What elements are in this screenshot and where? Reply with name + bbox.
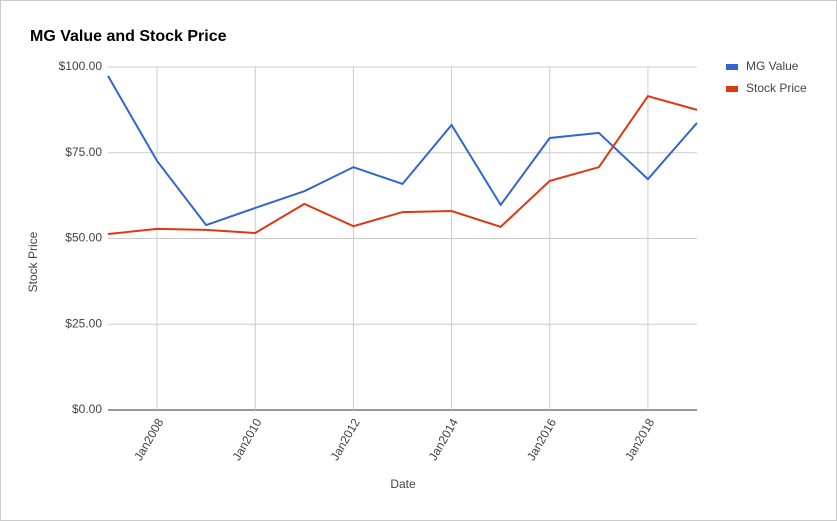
- y-axis-label: Stock Price: [26, 231, 40, 292]
- y-tick-label: $100.00: [59, 59, 103, 73]
- legend-swatch: [726, 64, 738, 70]
- legend-swatch: [726, 86, 738, 92]
- chart-title: MG Value and Stock Price: [30, 28, 227, 45]
- y-tick-label: $50.00: [65, 231, 102, 245]
- series-line: [107, 95, 698, 236]
- x-axis-label: Date: [390, 477, 416, 491]
- legend-label: MG Value: [746, 59, 799, 73]
- y-tick-label: $25.00: [65, 316, 102, 330]
- series-line: [107, 75, 698, 227]
- y-tick-label: $75.00: [65, 145, 102, 159]
- y-tick-label: $0.00: [72, 402, 102, 416]
- legend-label: Stock Price: [746, 81, 807, 95]
